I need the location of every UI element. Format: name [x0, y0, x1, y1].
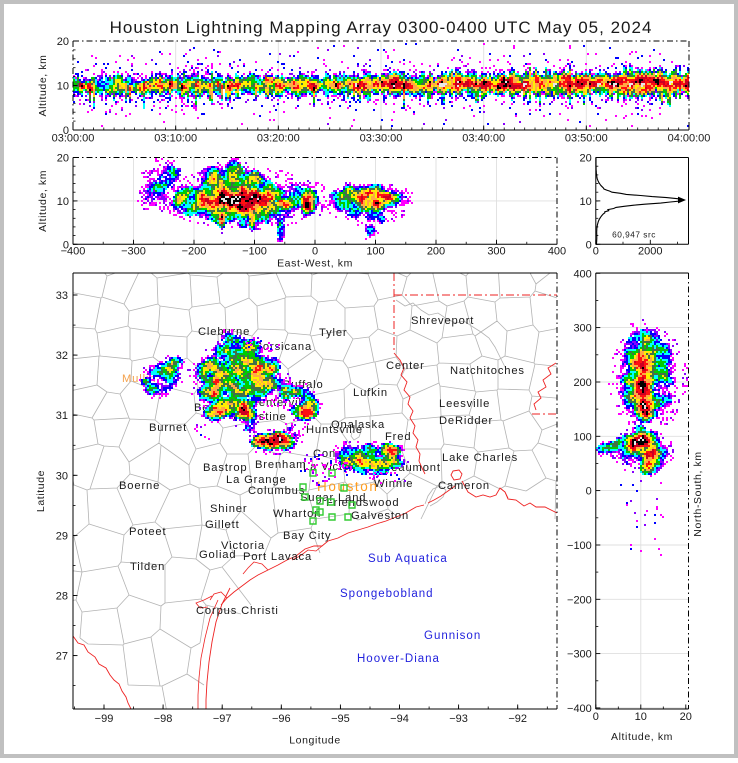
svg-text:−400: −400	[567, 703, 592, 715]
svg-text:0: 0	[593, 711, 599, 723]
svg-text:−98: −98	[154, 713, 173, 725]
svg-text:03:30:00: 03:30:00	[360, 132, 403, 144]
svg-text:Gunnison: Gunnison	[424, 630, 481, 642]
svg-text:La Grange: La Grange	[226, 474, 287, 486]
svg-text:0: 0	[586, 239, 592, 251]
svg-text:−200: −200	[182, 245, 207, 257]
svg-text:Altitude, km: Altitude, km	[611, 731, 673, 743]
svg-text:Port Lavaca: Port Lavaca	[243, 551, 312, 563]
svg-text:Natchitoches: Natchitoches	[450, 365, 525, 377]
svg-text:03:20:00: 03:20:00	[257, 132, 300, 144]
svg-text:−200: −200	[567, 594, 592, 606]
svg-text:20: 20	[680, 711, 692, 723]
svg-text:0: 0	[586, 486, 592, 498]
svg-text:Gillett: Gillett	[205, 519, 240, 531]
svg-text:Huntsville: Huntsville	[306, 424, 363, 436]
svg-text:Altitude, km: Altitude, km	[37, 170, 49, 232]
svg-text:Brenham: Brenham	[255, 459, 306, 471]
svg-text:Onalaska: Onalaska	[331, 419, 385, 431]
svg-text:Leesville: Leesville	[439, 398, 490, 410]
svg-text:Boerne: Boerne	[119, 480, 160, 492]
svg-text:Shiner: Shiner	[210, 503, 247, 515]
svg-text:Sub Aquatica: Sub Aquatica	[368, 553, 448, 565]
svg-text:400: 400	[573, 268, 591, 280]
svg-text:Wharton: Wharton	[273, 508, 321, 520]
svg-text:Latitude: Latitude	[35, 470, 47, 512]
svg-text:03:10:00: 03:10:00	[154, 132, 197, 144]
svg-text:Lufkin: Lufkin	[353, 387, 388, 399]
svg-text:−96: −96	[272, 713, 291, 725]
svg-text:29: 29	[56, 530, 68, 542]
svg-text:Tyler: Tyler	[319, 327, 348, 339]
svg-text:27: 27	[56, 651, 68, 663]
svg-text:32: 32	[56, 350, 68, 362]
svg-text:−400: −400	[61, 245, 86, 257]
svg-text:−300: −300	[567, 649, 592, 661]
svg-text:−300: −300	[121, 245, 146, 257]
svg-text:Burnet: Burnet	[149, 422, 187, 434]
svg-text:0: 0	[63, 125, 69, 137]
svg-text:−97: −97	[213, 713, 232, 725]
svg-text:0: 0	[593, 245, 599, 257]
svg-text:28: 28	[56, 591, 68, 603]
svg-text:03:40:00: 03:40:00	[462, 132, 505, 144]
svg-text:Winnie: Winnie	[374, 478, 413, 490]
svg-text:Hoover-Diana: Hoover-Diana	[357, 653, 440, 665]
svg-text:300: 300	[487, 245, 505, 257]
svg-text:10: 10	[57, 81, 69, 93]
svg-text:Friendswood: Friendswood	[326, 497, 399, 509]
svg-text:0: 0	[312, 245, 318, 257]
svg-text:03:50:00: 03:50:00	[565, 132, 608, 144]
svg-text:Columbus: Columbus	[248, 485, 305, 497]
svg-text:Bastrop: Bastrop	[203, 462, 248, 474]
svg-text:20: 20	[580, 153, 592, 165]
svg-text:200: 200	[573, 377, 591, 389]
svg-text:Lake Charles: Lake Charles	[442, 452, 518, 464]
svg-text:−100: −100	[242, 245, 267, 257]
svg-text:Victoria: Victoria	[221, 540, 265, 552]
svg-text:0: 0	[63, 239, 69, 251]
svg-text:Houston Lightning Mapping Arra: Houston Lightning Mapping Array 0300-040…	[110, 18, 653, 37]
svg-text:Fred: Fred	[385, 431, 411, 443]
svg-text:Bay City: Bay City	[283, 530, 331, 542]
svg-text:Tilden: Tilden	[130, 561, 165, 573]
svg-text:Shreveport: Shreveport	[411, 315, 474, 327]
svg-text:Poteet: Poteet	[129, 526, 166, 538]
svg-text:100: 100	[573, 431, 591, 443]
svg-text:East-West, km: East-West, km	[277, 258, 353, 270]
svg-text:Corpus Christi: Corpus Christi	[196, 605, 279, 617]
svg-text:200: 200	[427, 245, 445, 257]
svg-text:Center: Center	[386, 360, 425, 372]
svg-text:300: 300	[573, 323, 591, 335]
svg-text:DeRidder: DeRidder	[439, 415, 493, 427]
svg-text:20: 20	[57, 36, 69, 48]
svg-text:Spongebobland: Spongebobland	[340, 588, 434, 600]
svg-text:Cameron: Cameron	[438, 480, 490, 492]
svg-text:33: 33	[56, 290, 68, 302]
svg-text:60,947 src: 60,947 src	[612, 230, 656, 240]
svg-text:Goliad: Goliad	[199, 549, 236, 561]
svg-text:−92: −92	[508, 713, 527, 725]
svg-text:Altitude, km: Altitude, km	[37, 54, 49, 116]
svg-text:Longitude: Longitude	[289, 735, 341, 747]
svg-text:10: 10	[57, 196, 69, 208]
svg-text:−95: −95	[331, 713, 350, 725]
svg-text:10: 10	[580, 196, 592, 208]
svg-text:31: 31	[56, 410, 68, 422]
svg-text:North-South, km: North-South, km	[692, 451, 704, 536]
svg-text:2000: 2000	[638, 245, 662, 257]
svg-text:−94: −94	[390, 713, 409, 725]
svg-text:100: 100	[366, 245, 384, 257]
svg-text:−93: −93	[449, 713, 468, 725]
svg-text:−100: −100	[567, 540, 592, 552]
svg-text:20: 20	[57, 153, 69, 165]
svg-text:Galveston: Galveston	[351, 510, 409, 522]
svg-text:03:00:00: 03:00:00	[52, 132, 95, 144]
svg-text:400: 400	[548, 245, 566, 257]
svg-text:−99: −99	[95, 713, 114, 725]
svg-text:10: 10	[635, 711, 647, 723]
svg-text:30: 30	[56, 470, 68, 482]
svg-text:04:00:00: 04:00:00	[668, 132, 711, 144]
